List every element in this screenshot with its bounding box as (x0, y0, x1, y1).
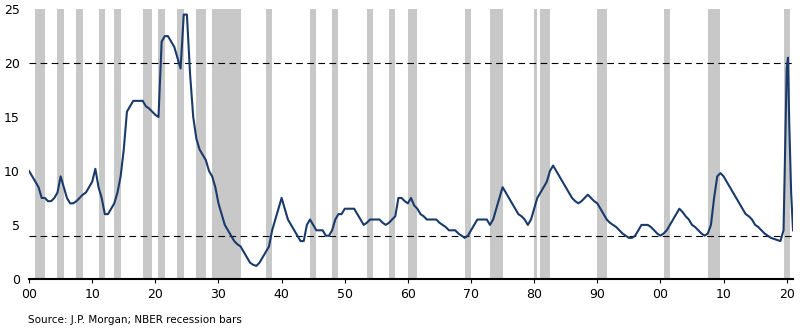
Bar (367, 9, 373, 279)
Bar (663, 9, 670, 279)
Bar (58, 9, 64, 279)
Bar (598, 9, 606, 279)
Bar (212, 9, 241, 279)
Bar (114, 9, 121, 279)
Bar (178, 9, 184, 279)
Bar (98, 9, 105, 279)
Bar (310, 9, 316, 279)
Bar (142, 9, 152, 279)
Bar (389, 9, 395, 279)
Bar (534, 9, 538, 279)
Bar (783, 9, 790, 279)
Text: Source: J.P. Morgan; NBER recession bars: Source: J.P. Morgan; NBER recession bars (28, 315, 242, 325)
Bar (266, 9, 272, 279)
Bar (77, 9, 82, 279)
Bar (196, 9, 206, 279)
Bar (35, 9, 45, 279)
Bar (332, 9, 338, 279)
Bar (541, 9, 550, 279)
Bar (490, 9, 502, 279)
Bar (708, 9, 721, 279)
Bar (158, 9, 165, 279)
Bar (408, 9, 418, 279)
Bar (465, 9, 471, 279)
